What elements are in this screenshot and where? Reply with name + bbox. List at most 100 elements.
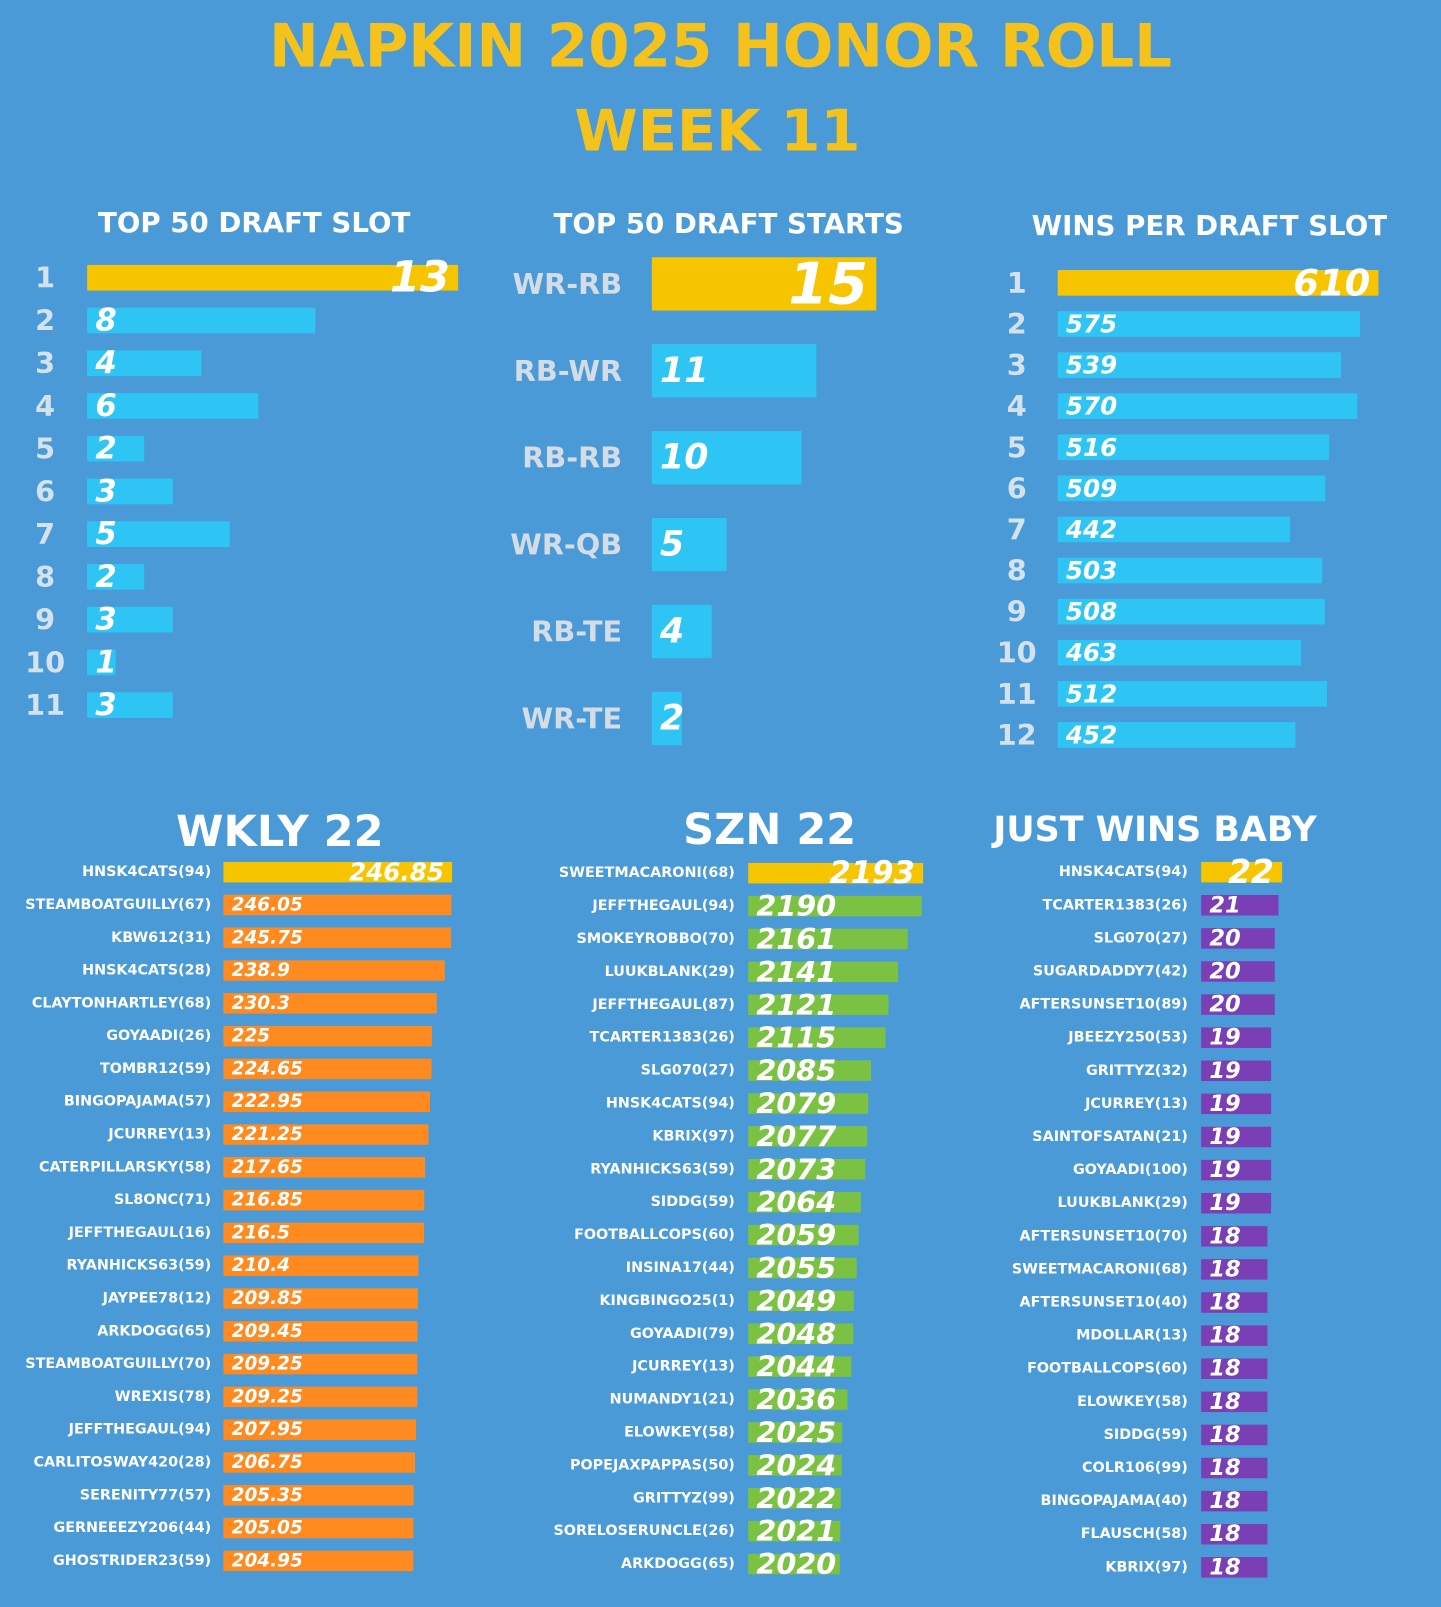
value-label: 18 xyxy=(1209,1256,1240,1282)
bar xyxy=(748,1455,842,1476)
bar xyxy=(748,1126,868,1147)
bar xyxy=(223,1124,429,1145)
value-label: 224.65 xyxy=(232,1058,303,1079)
category-label: GERNEEEZY206(44) xyxy=(53,1520,211,1536)
value-label: 2115 xyxy=(756,1021,836,1055)
category-label: GHOSTRIDER23(59) xyxy=(53,1553,211,1569)
bar xyxy=(748,1093,869,1114)
category-label: INSINA17(44) xyxy=(626,1260,735,1276)
category-label: GOYAADI(79) xyxy=(630,1326,735,1342)
bar xyxy=(223,894,452,916)
bar xyxy=(1201,928,1275,949)
value-label: 2025 xyxy=(756,1415,836,1449)
bar xyxy=(748,1224,859,1246)
chart-title: JUST WINS BABY xyxy=(991,810,1317,850)
bar xyxy=(748,1323,854,1345)
value-label: 18 xyxy=(1209,1521,1240,1547)
bar xyxy=(1057,639,1302,666)
bar xyxy=(1201,1259,1268,1280)
value-label: 13 xyxy=(390,253,450,303)
value-label: 2049 xyxy=(756,1284,836,1318)
category-label: WR-TE xyxy=(522,701,623,735)
value-label: 2044 xyxy=(756,1350,836,1384)
category-label: TOMBR12(59) xyxy=(100,1061,211,1077)
bar xyxy=(748,895,922,917)
category-label: AFTERSUNSET10(89) xyxy=(1020,997,1188,1013)
bar xyxy=(1201,895,1279,916)
category-label: SERENITY77(57) xyxy=(80,1487,211,1503)
category-label: HNSK4CATS(28) xyxy=(82,963,211,979)
category-label: TCARTER1383(26) xyxy=(590,1030,735,1046)
value-label: 216.5 xyxy=(232,1222,290,1243)
bar xyxy=(748,1191,861,1213)
value-label: 4 xyxy=(659,612,684,652)
bar xyxy=(223,993,437,1014)
bar xyxy=(1201,1093,1272,1115)
value-label: 209.85 xyxy=(232,1288,303,1309)
category-label: 4 xyxy=(1007,389,1027,423)
bar xyxy=(223,1222,425,1244)
value-label: 222.95 xyxy=(232,1091,303,1112)
category-label: 9 xyxy=(35,603,55,637)
category-label: 10 xyxy=(997,636,1037,670)
bar xyxy=(87,649,116,676)
value-label: 18 xyxy=(1209,1554,1240,1580)
value-label: 15 xyxy=(788,250,868,317)
bar xyxy=(748,928,908,950)
value-label: 3 xyxy=(95,687,116,723)
chart-title: WKLY 22 xyxy=(176,807,384,857)
value-label: 2020 xyxy=(756,1547,836,1581)
bar xyxy=(1201,1391,1268,1413)
category-label: ARKDOGG(65) xyxy=(97,1323,211,1339)
value-label: 230.3 xyxy=(232,993,290,1014)
category-label: JBEEZY250(53) xyxy=(1067,1030,1188,1046)
bar xyxy=(223,1485,414,1506)
value-label: 246.05 xyxy=(232,894,303,915)
value-label: 516 xyxy=(1066,433,1117,462)
category-label: ELOWKEY(58) xyxy=(624,1424,735,1440)
category-label: SLG070(27) xyxy=(1094,930,1188,946)
value-label: 18 xyxy=(1209,1356,1240,1382)
value-label: 11 xyxy=(660,351,708,391)
category-label: WR-QB xyxy=(510,528,622,562)
category-label: GOYAADI(100) xyxy=(1073,1162,1188,1178)
category-label: RB-RB xyxy=(522,441,622,475)
bar xyxy=(748,1520,841,1542)
category-label: RYANHICKS63(59) xyxy=(590,1161,735,1177)
bar xyxy=(87,350,202,377)
bar xyxy=(748,1159,866,1180)
category-label: SWEETMACARONI(68) xyxy=(559,865,735,881)
value-label: 18 xyxy=(1209,1455,1240,1481)
category-label: GRITTYZ(32) xyxy=(1086,1063,1188,1079)
bar xyxy=(1201,861,1283,883)
value-label: 2073 xyxy=(756,1152,836,1186)
bar xyxy=(223,1550,414,1572)
category-label: SAINTOFSATAN(21) xyxy=(1032,1129,1188,1145)
bar xyxy=(748,1257,857,1279)
category-label: 10 xyxy=(25,645,65,679)
bar xyxy=(1057,722,1296,748)
value-label: 18 xyxy=(1209,1422,1240,1448)
bar xyxy=(1201,1226,1268,1247)
category-label: 3 xyxy=(1007,348,1027,382)
value-label: 2064 xyxy=(756,1185,836,1219)
bar xyxy=(87,606,173,633)
category-label: 4 xyxy=(35,389,55,423)
category-label: AFTERSUNSET10(70) xyxy=(1020,1228,1188,1244)
bar xyxy=(651,344,817,398)
category-label: CLAYTONHARTLEY(68) xyxy=(32,995,211,1011)
bar xyxy=(1057,516,1291,543)
value-label: 2 xyxy=(95,559,116,595)
bar xyxy=(748,1356,852,1377)
bar xyxy=(223,1025,432,1047)
category-label: 2 xyxy=(35,303,55,337)
bar xyxy=(223,1058,432,1080)
category-label: 6 xyxy=(35,474,55,508)
category-label: CARLITOSWAY420(28) xyxy=(34,1454,212,1470)
bar xyxy=(1201,1523,1268,1545)
bar xyxy=(87,393,259,419)
value-label: 575 xyxy=(1066,309,1117,338)
value-label: 19 xyxy=(1209,1025,1240,1051)
bar xyxy=(1057,557,1323,584)
